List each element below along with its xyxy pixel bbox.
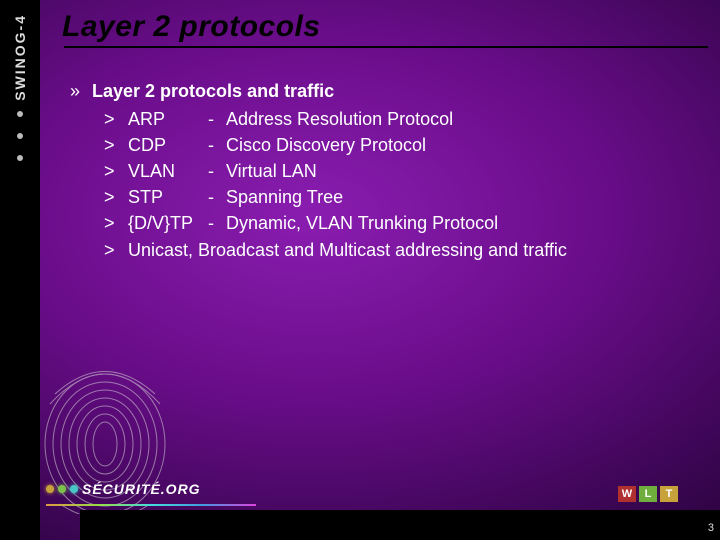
sidebar-dot-icon (17, 155, 23, 161)
logo-dot-icon (58, 485, 66, 493)
sidebar-dot-icon (17, 133, 23, 139)
protocol-desc: Cisco Discovery Protocol (226, 132, 700, 158)
protocol-abbr: ARP (128, 106, 202, 132)
content-list: > ARP - Address Resolution Protocol > CD… (104, 106, 700, 263)
slide-title: Layer 2 protocols (62, 10, 708, 44)
dash: - (208, 184, 220, 210)
sub-bullet-icon: > (104, 210, 122, 236)
slide-body: Layer 2 protocols » Layer 2 protocols an… (40, 0, 720, 540)
wlt-box: L (639, 486, 657, 502)
title-area: Layer 2 protocols (62, 10, 708, 48)
dash: - (208, 132, 220, 158)
protocol-abbr: {D/V}TP (128, 210, 202, 236)
sub-bullet-icon: > (104, 132, 122, 158)
footer-bar (80, 510, 720, 540)
sidebar-dot-icon (17, 111, 23, 117)
protocol-desc: Virtual LAN (226, 158, 700, 184)
sub-bullet-icon: > (104, 237, 122, 263)
wlt-box: W (618, 486, 636, 502)
wlt-box: T (660, 486, 678, 502)
content-heading: Layer 2 protocols and traffic (92, 78, 334, 104)
list-item: > CDP - Cisco Discovery Protocol (104, 132, 700, 158)
logo-text: SÉCURITÉ.ORG (82, 481, 201, 497)
protocol-abbr: VLAN (128, 158, 202, 184)
protocol-desc: Unicast, Broadcast and Multicast address… (128, 237, 700, 263)
content-area: » Layer 2 protocols and traffic > ARP - … (70, 78, 700, 263)
title-underline (64, 46, 708, 48)
list-item: > ARP - Address Resolution Protocol (104, 106, 700, 132)
protocol-desc: Address Resolution Protocol (226, 106, 700, 132)
dash: - (208, 106, 220, 132)
logo-dot-icon (46, 485, 54, 493)
logo-underline (46, 504, 256, 506)
protocol-desc: Dynamic, VLAN Trunking Protocol (226, 210, 700, 236)
sub-bullet-icon: > (104, 106, 122, 132)
list-item: > VLAN - Virtual LAN (104, 158, 700, 184)
dash: - (208, 158, 220, 184)
protocol-abbr: STP (128, 184, 202, 210)
wlt-logo: W L T (618, 486, 678, 510)
sub-bullet-icon: > (104, 158, 122, 184)
list-item: > STP - Spanning Tree (104, 184, 700, 210)
list-item: > Unicast, Broadcast and Multicast addre… (104, 237, 700, 263)
securite-logo: SÉCURITÉ.ORG (46, 474, 266, 504)
list-item: > {D/V}TP - Dynamic, VLAN Trunking Proto… (104, 210, 700, 236)
content-heading-row: » Layer 2 protocols and traffic (70, 78, 700, 104)
protocol-desc: Spanning Tree (226, 184, 700, 210)
logo-dot-icon (70, 485, 78, 493)
page-number: 3 (708, 522, 714, 534)
bullet-marker-icon: » (70, 78, 80, 104)
protocol-abbr: CDP (128, 132, 202, 158)
dash: - (208, 210, 220, 236)
sub-bullet-icon: > (104, 184, 122, 210)
sidebar-brand: SWINOG-4 (12, 14, 28, 101)
